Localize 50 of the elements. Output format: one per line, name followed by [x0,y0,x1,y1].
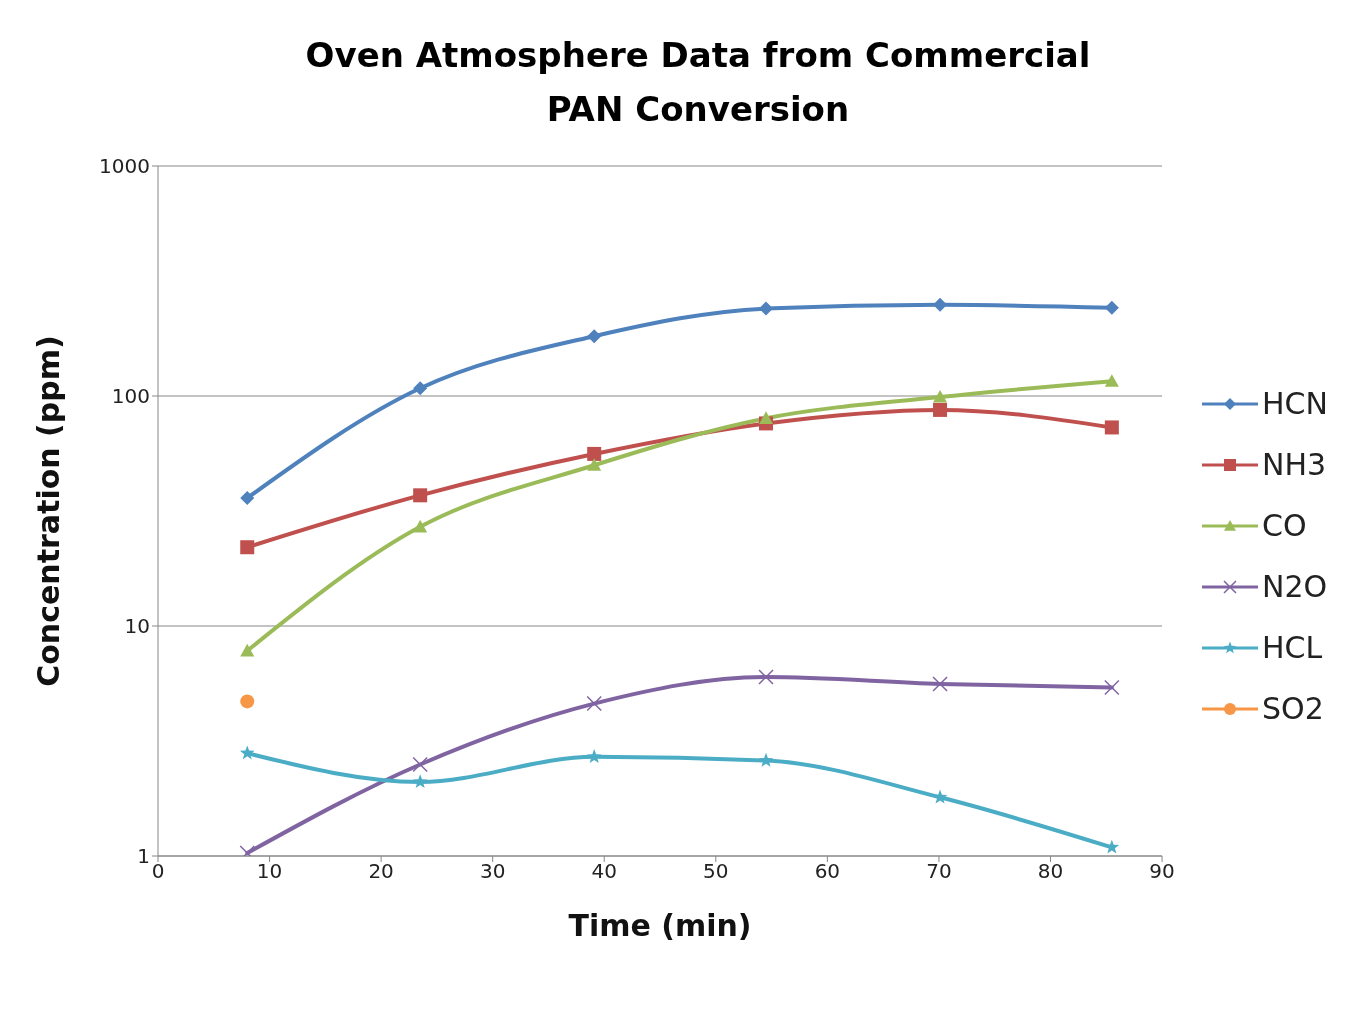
legend-label: N2O [1262,569,1328,604]
y-tick-label: 100 [111,384,150,409]
point [240,491,255,506]
y-tick-label: 1 [137,844,150,869]
x-tick-label: 60 [814,859,841,884]
point [933,297,948,312]
y-tick-label: 10 [124,614,150,639]
point [412,774,428,789]
point [240,643,255,657]
x-tick-label: 20 [368,859,394,884]
point [240,540,255,555]
x-tick-label: 90 [1149,859,1175,884]
point [758,669,774,685]
x-tick-label: 70 [926,859,952,884]
x-tick-label: 80 [1037,859,1064,884]
point [412,756,428,773]
legend-label: SO2 [1262,691,1324,726]
x-tick-label: 50 [703,859,729,884]
x-tick-label: 30 [479,859,506,884]
legend-label: CO [1262,508,1307,543]
point [1104,300,1119,315]
point [240,694,255,709]
legend-label: HCN [1262,386,1328,421]
point [413,381,428,396]
point [1104,679,1120,696]
point [933,390,948,403]
x-axis-title: Time (min) [568,908,752,943]
legend-label: HCL [1262,630,1323,665]
point [933,402,948,417]
legend-label: NH3 [1262,447,1327,482]
x-tick-label: 0 [151,859,165,884]
point [758,752,774,767]
x-tick-label: 40 [591,859,617,884]
x-tick-label: 10 [256,859,283,884]
chart-title: Oven Atmosphere Data from Commercial PAN Conversion [304,34,1092,131]
point [587,458,602,471]
point [239,745,255,760]
point [1104,420,1119,435]
point [932,676,948,692]
point [1104,374,1119,387]
point [759,301,774,316]
y-tick-label: 1000 [99,154,150,179]
point [586,695,602,712]
point [586,749,602,764]
point [587,446,602,461]
point [759,411,774,424]
point [413,519,428,533]
point [413,488,428,503]
y-axis-title: Concentration (ppm) [30,335,66,687]
point [587,329,602,344]
